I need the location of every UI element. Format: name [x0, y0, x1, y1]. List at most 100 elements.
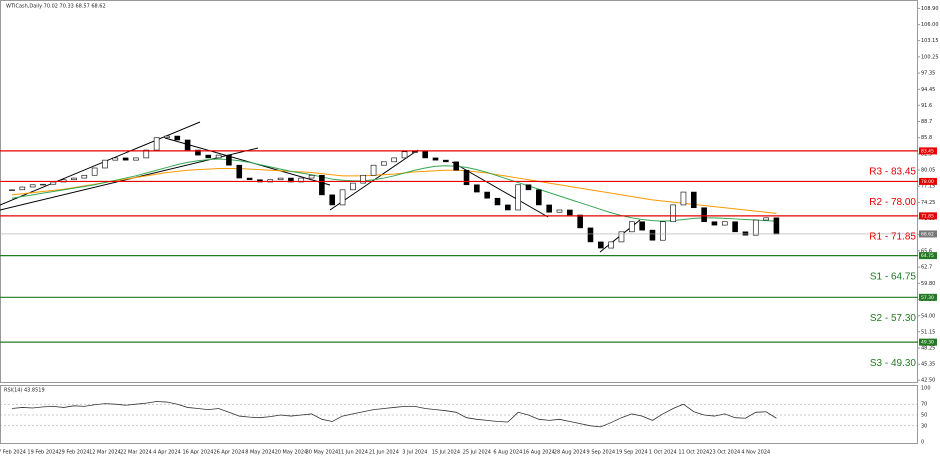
y-tick-label: 80.05	[921, 167, 935, 173]
level-label: S2 - 57.30	[870, 313, 917, 324]
candle	[443, 159, 449, 163]
x-tick-label: 29 Feb 2024	[58, 450, 89, 456]
y-tick-label: 100	[921, 386, 931, 392]
level-tag-bg	[919, 177, 937, 185]
level-tag: 78.00	[921, 179, 934, 185]
rsi-line	[11, 401, 777, 428]
candle	[153, 137, 160, 151]
x-tick-label: 23 Oct 2024	[709, 450, 740, 456]
candle	[370, 164, 377, 176]
candle	[536, 189, 542, 206]
x-tick-label: 9 Sep 2024	[587, 450, 616, 456]
candle	[690, 191, 697, 209]
y-tick-label: 100.25	[921, 54, 939, 60]
candle	[391, 157, 398, 163]
candle	[122, 157, 129, 161]
y-tick-label: 59.80	[921, 281, 935, 287]
candle	[670, 204, 676, 223]
x-tick-label: 26 Apr 2024	[213, 450, 244, 456]
candle	[618, 231, 625, 243]
candle	[205, 154, 212, 159]
x-tick-label: 15 Jul 2024	[432, 450, 460, 456]
candle	[567, 209, 573, 216]
y-tick-label: 82.9	[921, 151, 932, 157]
candle	[742, 231, 749, 236]
y-tick-label: 45.35	[921, 362, 935, 368]
candle	[484, 191, 490, 199]
x-tick-label: 8 May 2024	[245, 450, 274, 456]
candle	[360, 174, 367, 184]
level-tag-bg	[919, 147, 937, 155]
candle	[515, 184, 521, 211]
y-tick-label: 0	[921, 440, 924, 446]
x-tick-label: 22 Mar 2024	[120, 450, 152, 456]
candle	[422, 151, 429, 159]
candle	[339, 189, 346, 206]
level-label: S3 - 49.30	[870, 358, 917, 369]
x-tick-label: 4 Apr 2024	[153, 450, 181, 456]
candle	[763, 217, 769, 221]
y-tick-label: 42.50	[921, 378, 935, 384]
candle	[401, 151, 408, 159]
candle	[556, 209, 563, 213]
candle	[587, 227, 594, 243]
candle	[215, 154, 222, 159]
level-label: R3 - 83.45	[869, 167, 916, 178]
y-tick-label: 62.7	[921, 265, 932, 271]
y-tick-label: 106.00	[921, 22, 939, 28]
x-tick-label: 21 Jun 2024	[369, 450, 399, 456]
candle	[102, 159, 108, 169]
candle	[277, 177, 284, 181]
y-tick-label: 70	[921, 402, 927, 408]
candle	[350, 182, 356, 191]
candle	[494, 197, 501, 206]
candle	[50, 181, 57, 185]
moving-average	[11, 158, 777, 222]
x-tick-label: 4 Nov 2024	[741, 450, 770, 456]
level-label: R2 - 78.00	[869, 197, 916, 208]
x-tick-label: 11 Oct 2024	[678, 450, 709, 456]
x-tick-label: 16 Apr 2024	[182, 450, 213, 456]
candle	[680, 191, 687, 206]
candle	[463, 169, 470, 186]
x-tick-label: 7 Feb 2024	[0, 450, 26, 456]
y-tick-label: 65.6	[921, 248, 932, 254]
candle	[639, 221, 645, 231]
candle	[9, 189, 15, 191]
level-tag: 49.30	[921, 340, 934, 346]
y-tick-label: 77.15	[921, 184, 935, 190]
price-panel	[0, 0, 918, 383]
level-tag-bg	[919, 252, 937, 260]
candle	[773, 217, 780, 235]
candle	[525, 184, 532, 191]
x-tick-label: 19 Sep 2024	[616, 450, 648, 456]
candle	[246, 177, 253, 181]
y-tick-label: 51.15	[921, 329, 935, 335]
candle	[143, 149, 150, 159]
rsi-panel	[0, 385, 918, 444]
candle	[453, 161, 459, 171]
level-tag: 64.75	[921, 253, 934, 259]
candle	[711, 221, 718, 226]
candle	[329, 194, 336, 206]
candle	[40, 183, 46, 186]
candle	[81, 174, 88, 179]
y-tick-label: 54.00	[921, 313, 935, 319]
y-tick-label: 74.25	[921, 200, 935, 206]
candle	[319, 174, 325, 196]
candle	[649, 229, 656, 241]
y-tick-label: 48.25	[921, 346, 935, 352]
x-tick-label: 25 Jul 2024	[463, 450, 491, 456]
candle	[308, 174, 315, 179]
candle	[412, 151, 418, 153]
candle	[226, 154, 232, 166]
moving-average	[11, 168, 777, 214]
x-tick-label: 6 Aug 2024	[493, 450, 522, 456]
candle	[598, 241, 604, 249]
candle	[91, 167, 98, 176]
x-tick-label: 19 Feb 2024	[27, 450, 58, 456]
candle	[164, 135, 170, 139]
x-tick-label: 11 Jun 2024	[338, 450, 368, 456]
x-tick-label: 1 Oct 2024	[649, 450, 677, 456]
y-tick-label: 97.35	[921, 71, 935, 77]
